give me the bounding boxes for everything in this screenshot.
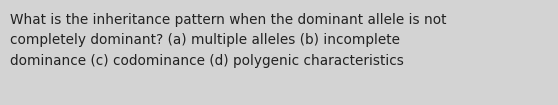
Text: What is the inheritance pattern when the dominant allele is not
completely domin: What is the inheritance pattern when the… (10, 13, 446, 68)
